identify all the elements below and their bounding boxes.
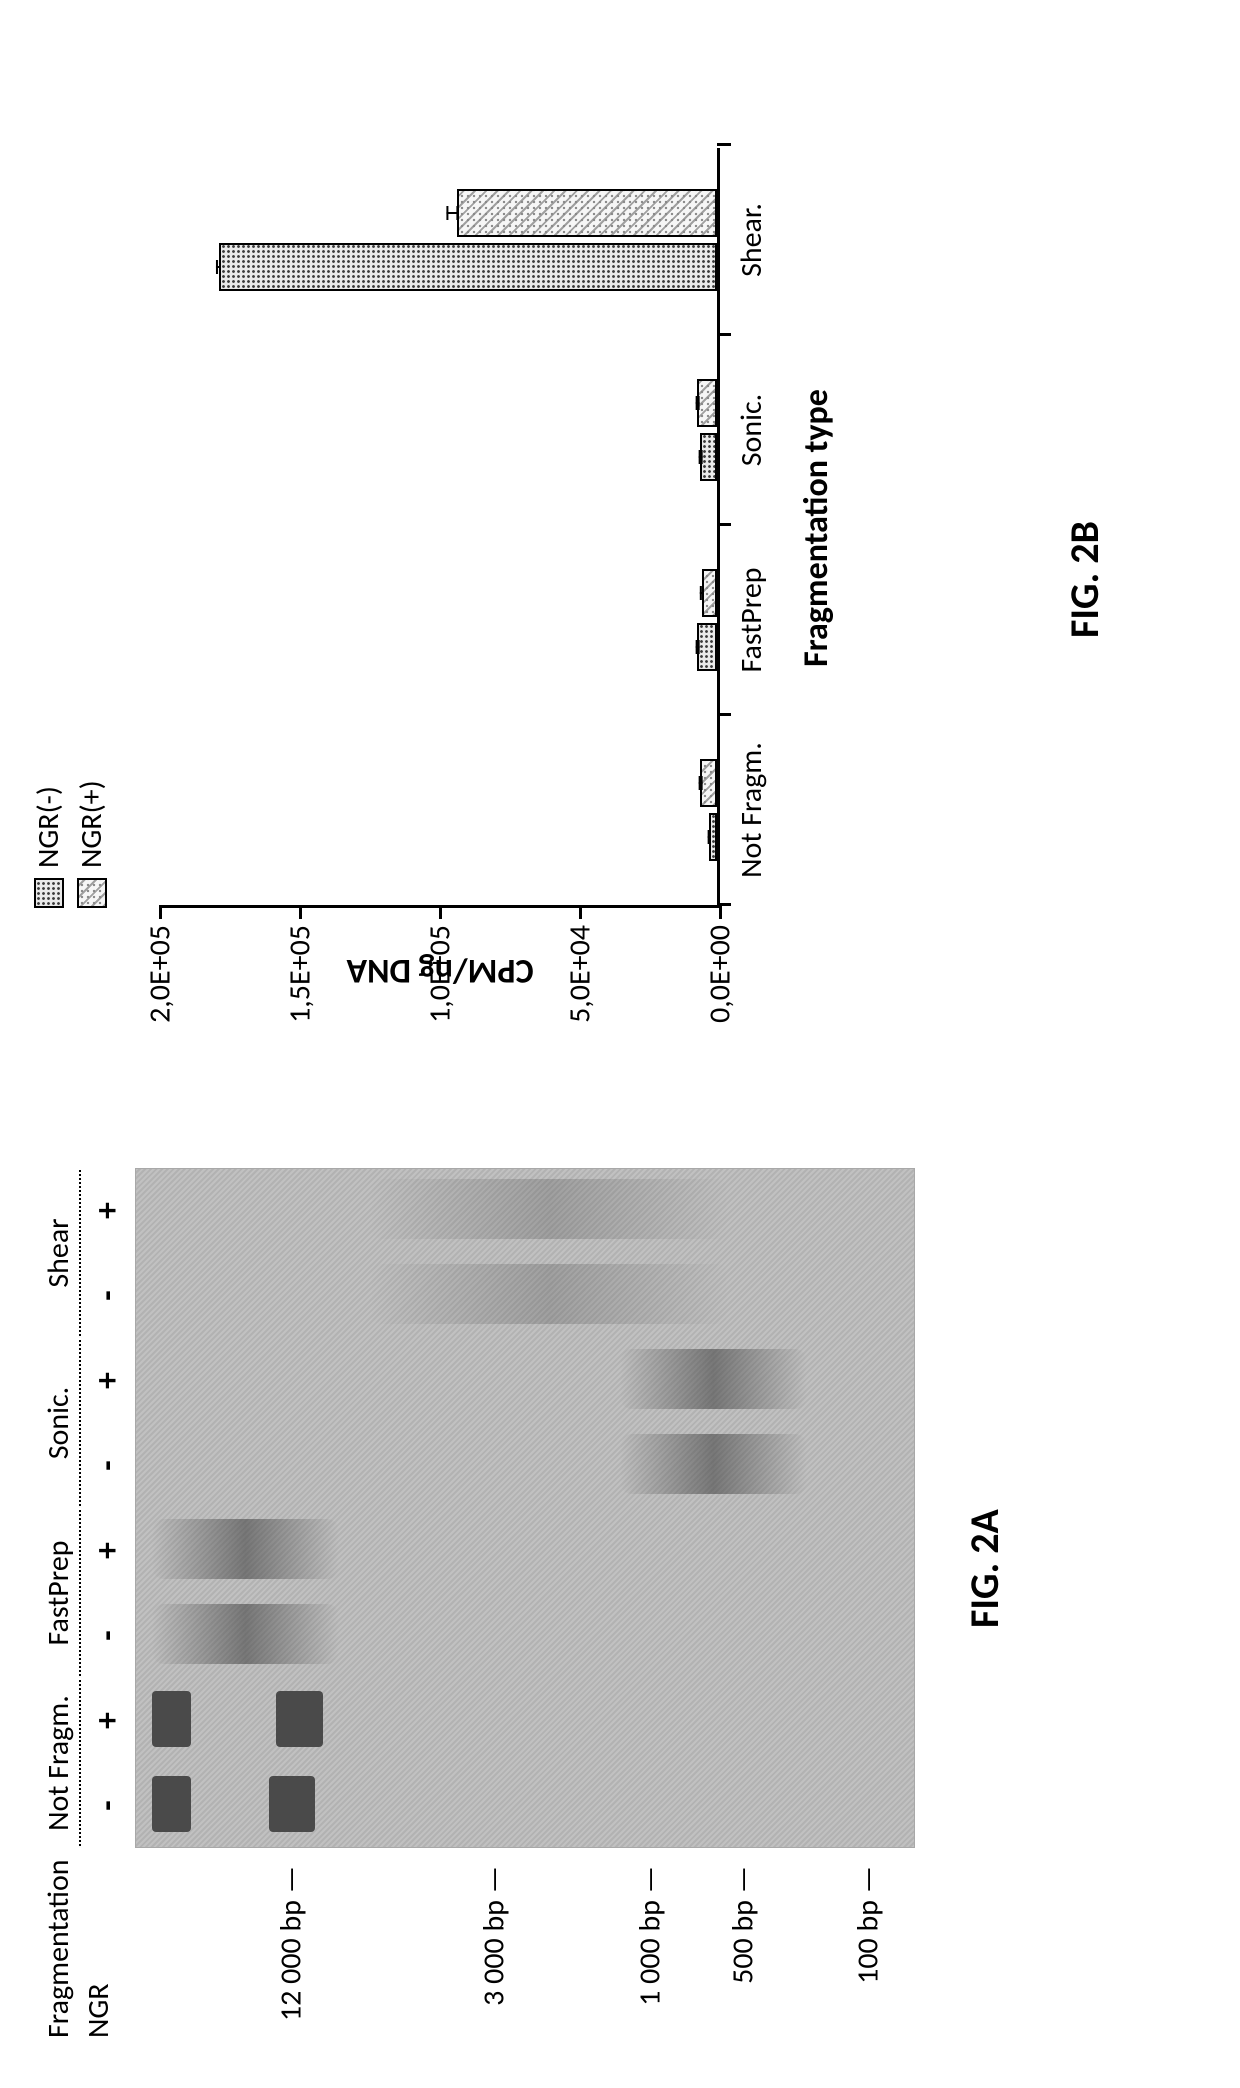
- figure-landscape: Fragmentation NGR Not Fragm. FastPrep So…: [0, 0, 1240, 2088]
- gel-pm-0: -: [87, 1763, 128, 1848]
- x-tick-label: Not Fragm.: [733, 742, 770, 878]
- chart-category-group: Sonic.: [160, 335, 717, 525]
- gel-pm-6: -: [87, 1253, 128, 1338]
- gel-header: Fragmentation NGR Not Fragm. FastPrep So…: [40, 1168, 130, 1848]
- y-tick-label: 2,0E+05: [142, 925, 179, 1023]
- x-tick: [717, 334, 731, 337]
- gel-group-2: Sonic.: [40, 1340, 81, 1506]
- gel-band: [152, 1692, 191, 1748]
- gel-lane: [136, 1174, 914, 1246]
- gel-lane: [136, 1769, 914, 1841]
- gel-header-method: Fragmentation: [40, 1859, 77, 2038]
- chart-category-group: Shear.: [160, 145, 717, 335]
- gel-group-1: FastPrep: [40, 1510, 81, 1676]
- chart-legend: NGR(-) NGR(+): [30, 780, 116, 908]
- gel-lane: [136, 1599, 914, 1671]
- gel-pm-1: +: [87, 1678, 128, 1763]
- chart-error-bar: [707, 836, 710, 838]
- chart-plot-area: 0,0E+005,0E+041,0E+051,5E+052,0E+05Not F…: [160, 148, 720, 908]
- chart-error-bar: [699, 456, 702, 458]
- gel-pm-5: +: [87, 1338, 128, 1423]
- gel-lane: [136, 1344, 914, 1416]
- gel-smear: [620, 1350, 807, 1410]
- chart-error-bar: [696, 646, 699, 648]
- legend-item-1: NGR(+): [73, 780, 110, 908]
- gel-group-3: Shear: [40, 1170, 81, 1336]
- gel-smear: [152, 1520, 339, 1580]
- gel-size-marker: 500 bp —: [725, 1866, 762, 1984]
- gel-smear: [370, 1180, 729, 1240]
- gel-image: [135, 1168, 915, 1848]
- chart-error-bar: [446, 212, 459, 214]
- gel-smear: [370, 1265, 729, 1325]
- chart-bar: [709, 813, 717, 861]
- gel-pm-7: +: [87, 1168, 128, 1253]
- x-tick-label: Shear.: [733, 203, 770, 277]
- y-tick-label: 1,5E+05: [282, 925, 319, 1023]
- chart-error-bar: [699, 782, 702, 784]
- x-tick-label: Sonic.: [733, 394, 770, 467]
- y-tick: [299, 905, 302, 919]
- chart-bar: [457, 189, 717, 237]
- legend-swatch-1: [77, 878, 107, 908]
- chart-bar: [700, 759, 717, 807]
- gel-subcols-row: - + - + - + - +: [87, 1168, 128, 1848]
- chart-bar: [697, 623, 717, 671]
- chart-error-bar: [696, 402, 699, 404]
- x-tick: [717, 904, 731, 907]
- figure-label-a: FIG. 2A: [960, 1509, 1009, 1628]
- gel-smear: [620, 1435, 807, 1495]
- legend-label-0: NGR(-): [30, 786, 67, 868]
- chart-category-group: Not Fragm.: [160, 715, 717, 905]
- panel-a-gel: Fragmentation NGR Not Fragm. FastPrep So…: [40, 1128, 1000, 2048]
- gel-lane: [136, 1684, 914, 1756]
- chart-bar: [697, 379, 717, 427]
- legend-label-1: NGR(+): [73, 780, 110, 868]
- gel-group-0: Not Fragm.: [40, 1680, 81, 1846]
- gel-lane: [136, 1514, 914, 1586]
- gel-size-marker: 12 000 bp —: [273, 1866, 310, 2021]
- figure-label-b: FIG. 2B: [1060, 521, 1109, 638]
- gel-size-marker: 100 bp —: [850, 1866, 887, 1984]
- gel-groups-row: Not Fragm. FastPrep Sonic. Shear: [40, 1168, 81, 1848]
- y-tick-label: 0,0E+00: [702, 925, 739, 1023]
- gel-lane: [136, 1429, 914, 1501]
- x-tick-label: FastPrep: [733, 567, 770, 672]
- gel-size-marker: 3 000 bp —: [475, 1866, 512, 2006]
- gel-smear: [152, 1605, 339, 1665]
- gel-lane: [136, 1259, 914, 1331]
- y-tick-label: 5,0E+04: [562, 925, 599, 1023]
- x-axis-title: Fragmentation type: [796, 148, 837, 908]
- gel-pm-3: +: [87, 1508, 128, 1593]
- gel-size-scale: 12 000 bp — 3 000 bp — 1 000 bp — 500 bp — 1…: [135, 1858, 915, 2048]
- panel-b-chart: NGR(-) NGR(+) CPM/ng DNA 0,0E+005,0E+041…: [140, 78, 960, 1078]
- chart-category-group: FastPrep: [160, 525, 717, 715]
- x-tick: [717, 524, 731, 527]
- x-tick: [717, 144, 731, 147]
- x-tick: [717, 714, 731, 717]
- gel-size-marker: 1 000 bp —: [631, 1866, 668, 2006]
- chart-error-bar: [216, 266, 221, 268]
- chart-bar: [702, 569, 717, 617]
- y-tick: [439, 905, 442, 919]
- gel-band: [276, 1692, 323, 1748]
- y-tick-label: 1,0E+05: [422, 925, 459, 1023]
- gel-header-condition: NGR: [80, 1983, 117, 2038]
- y-tick: [159, 905, 162, 919]
- legend-item-0: NGR(-): [30, 780, 67, 908]
- chart-error-bar: [699, 592, 703, 594]
- y-tick: [719, 905, 722, 919]
- chart-bar: [219, 243, 717, 291]
- gel-pm-4: -: [87, 1423, 128, 1508]
- gel-band: [152, 1777, 191, 1833]
- legend-swatch-0: [34, 878, 64, 908]
- chart-bar: [700, 433, 717, 481]
- gel-pm-2: -: [87, 1593, 128, 1678]
- gel-band: [269, 1777, 316, 1833]
- y-tick: [579, 905, 582, 919]
